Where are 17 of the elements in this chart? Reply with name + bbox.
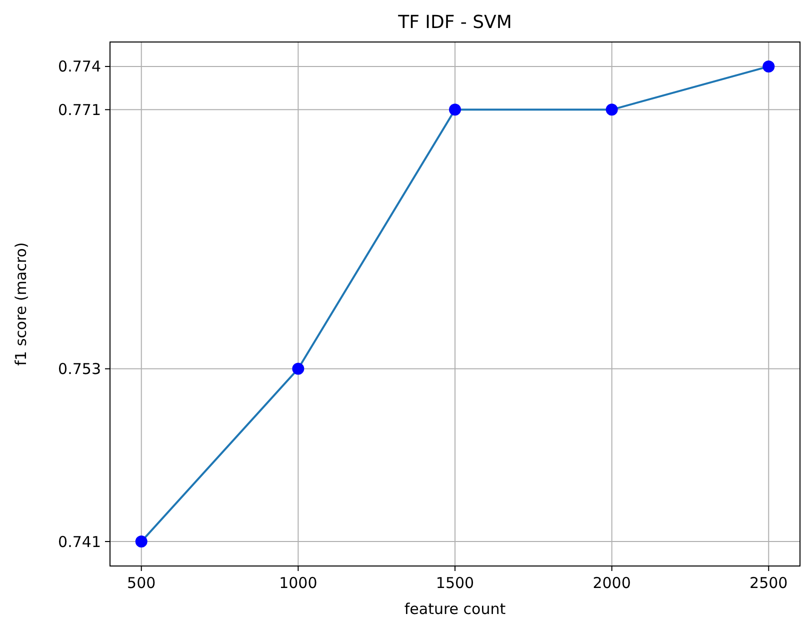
chart-title: TF IDF - SVM [397, 12, 512, 33]
point [762, 60, 775, 72]
point [135, 536, 148, 548]
y-tick-label: 0.741 [58, 532, 101, 551]
x-tick-label: 500 [127, 574, 156, 592]
y-tick-label: 0.753 [58, 360, 101, 378]
x-axis-title: feature count [404, 600, 506, 618]
point [449, 104, 461, 116]
y-axis-title: f1 score (macro) [12, 242, 30, 366]
x-tick-label: 1500 [436, 574, 474, 592]
x-tick-label: 1000 [279, 574, 318, 592]
point [292, 362, 304, 375]
y-tick-label: 0.774 [58, 58, 101, 76]
x-tick-label: 2000 [592, 574, 631, 592]
point [606, 104, 618, 116]
x-tick-label: 2500 [750, 574, 788, 592]
y-tick-label: 0.771 [58, 100, 101, 119]
